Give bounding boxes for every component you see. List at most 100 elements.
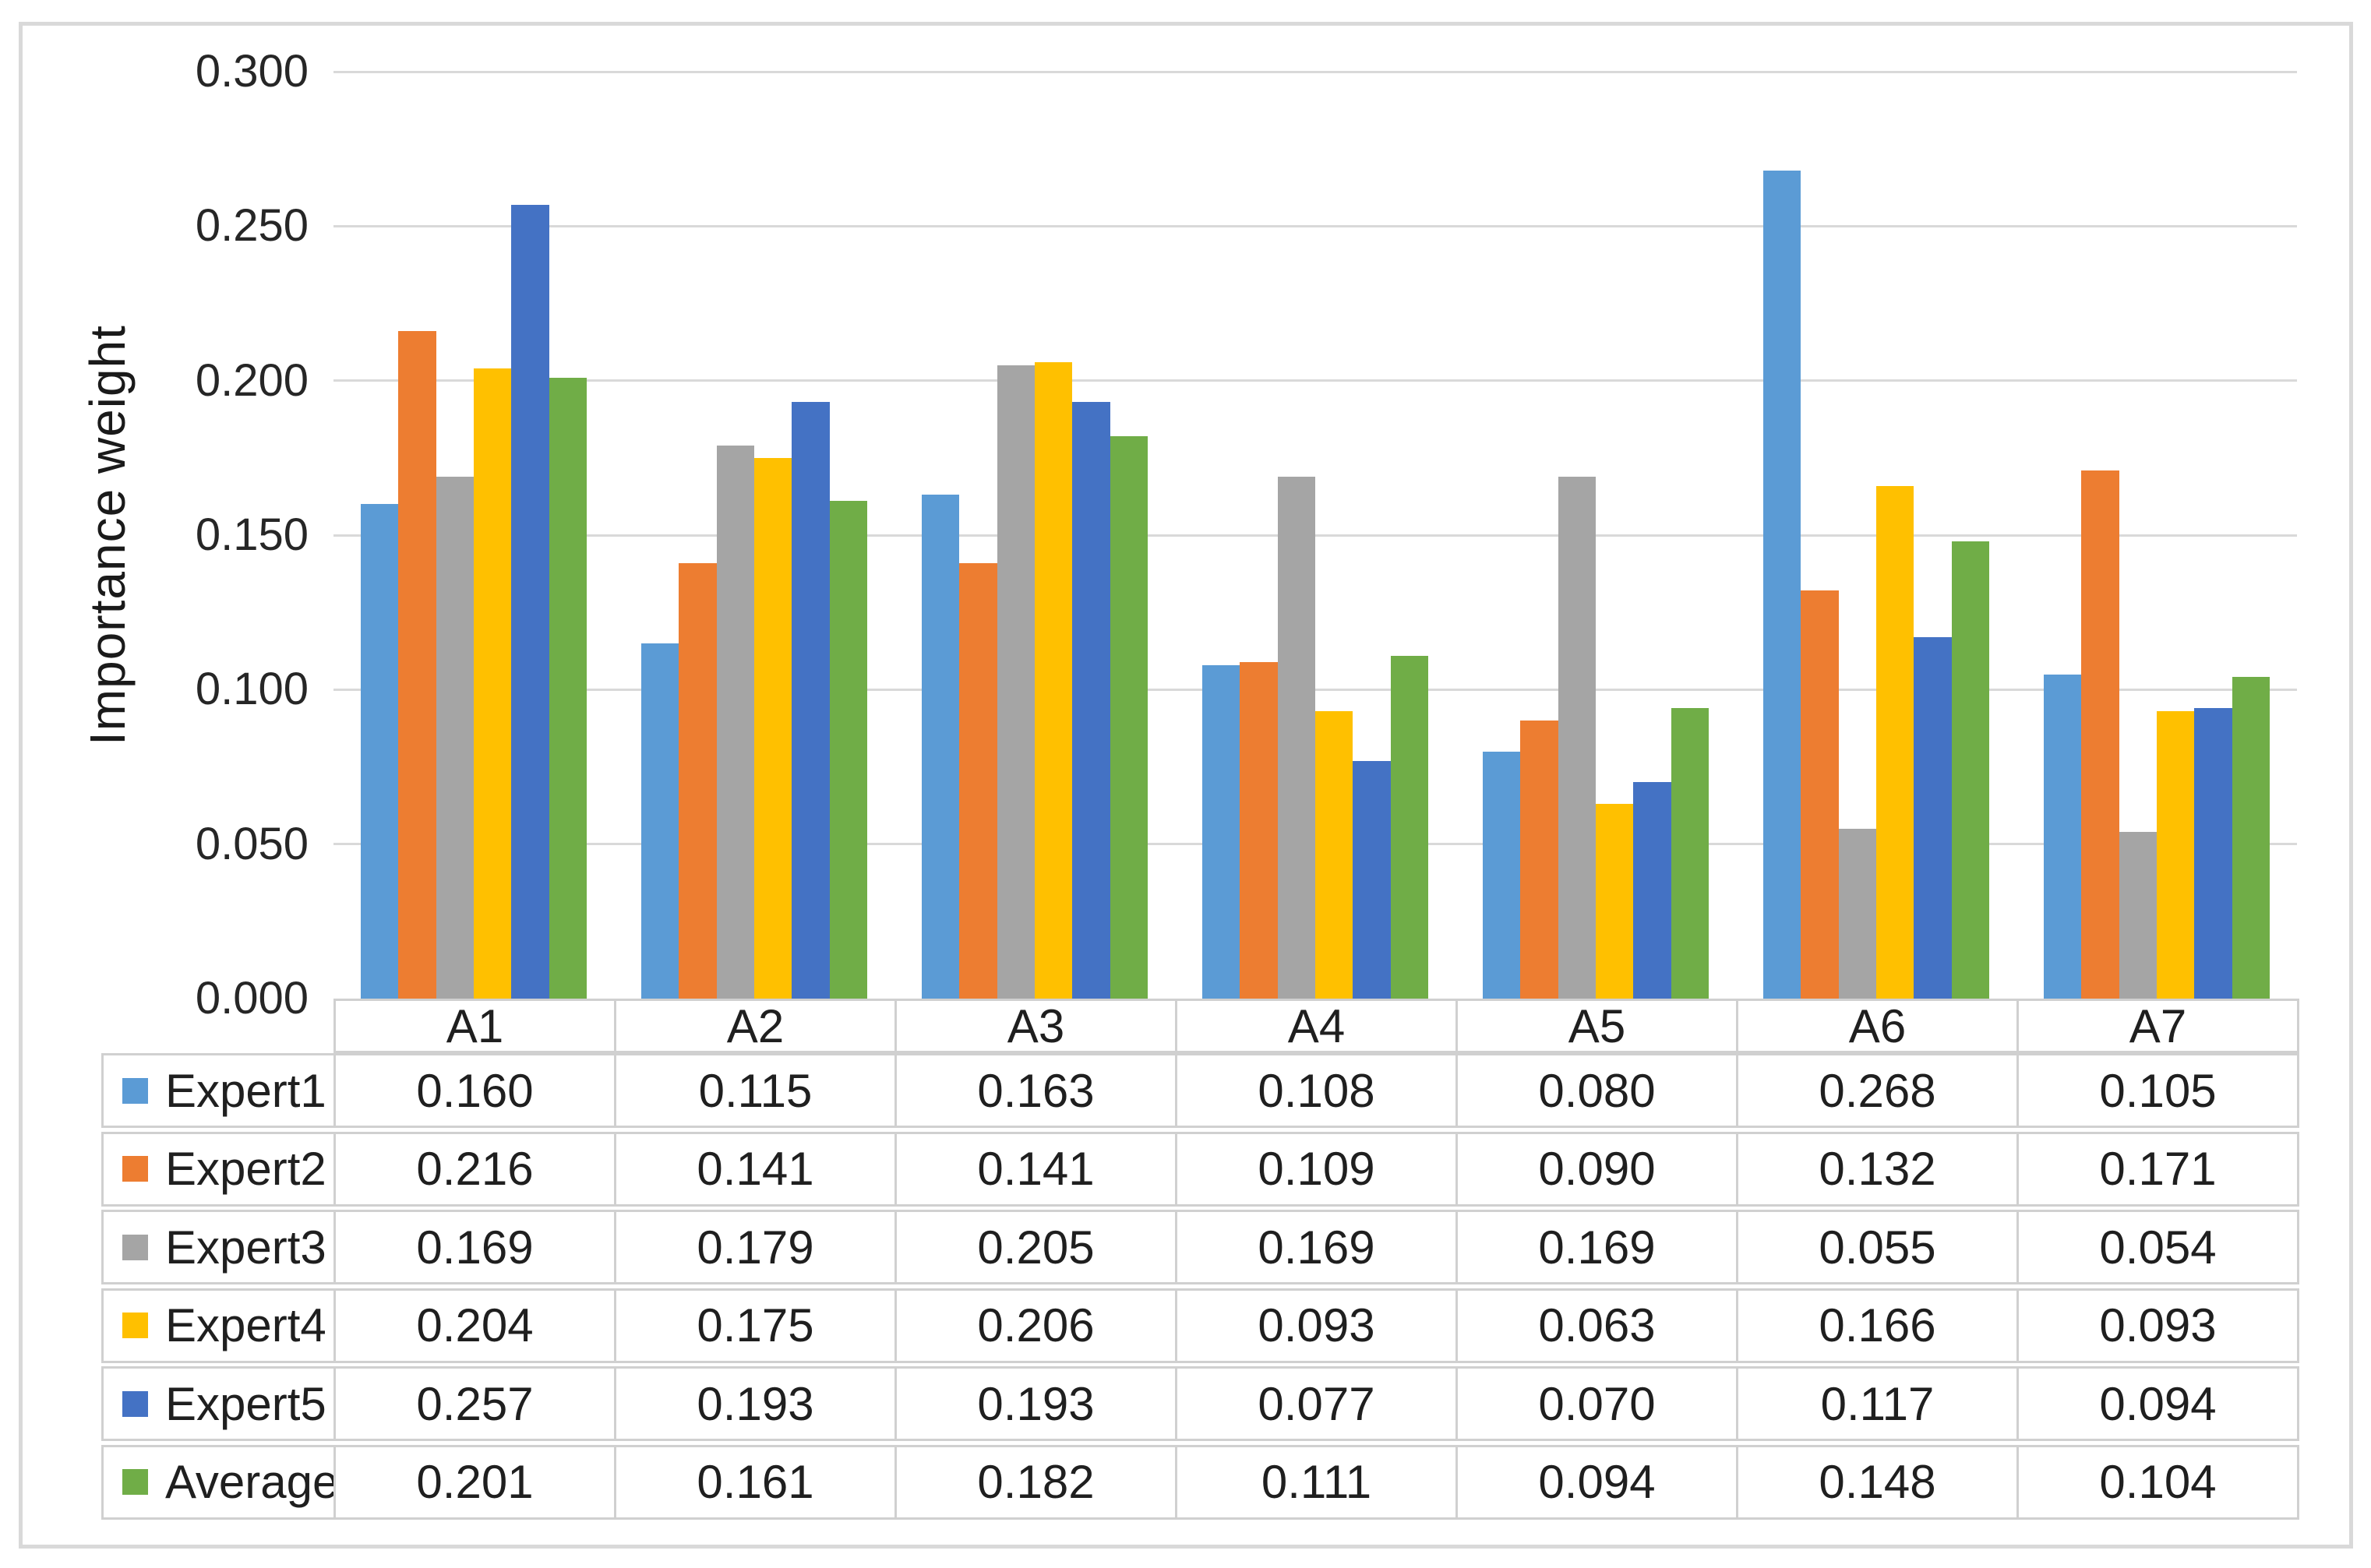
- table-value-cell: 0.201: [333, 1446, 614, 1517]
- table-value-cell: 0.161: [614, 1446, 894, 1517]
- bar-Expert5-A2: [792, 402, 830, 999]
- table-value-cell: 0.090: [1455, 1133, 1736, 1204]
- bar-Expert1-A6: [1763, 170, 1801, 999]
- table-value-cell: 0.132: [1736, 1133, 2016, 1204]
- legend-swatch-Expert4: [122, 1313, 148, 1338]
- bar-Expert5-A3: [1072, 402, 1110, 999]
- table-value-cell: 0.268: [1736, 1055, 2016, 1126]
- gridline: [333, 224, 2297, 227]
- bar-Expert4-A1: [474, 368, 512, 999]
- table-value-cell: 0.115: [614, 1055, 894, 1126]
- table-value-cell: 0.141: [614, 1133, 894, 1204]
- table-value-cell: 0.109: [1175, 1133, 1455, 1204]
- bar-Expert4-A4: [1315, 711, 1353, 999]
- legend-cell-Expert5: Expert5: [101, 1369, 333, 1439]
- legend-cell-Expert3: Expert3: [101, 1212, 333, 1282]
- table-value-cell: 0.206: [894, 1290, 1175, 1361]
- legend-swatch-Expert1: [122, 1077, 148, 1104]
- bar-Expert5-A4: [1353, 760, 1391, 999]
- bar-Average-A7: [2232, 677, 2270, 999]
- bar-Expert2-A1: [398, 331, 436, 999]
- bar-Expert3-A4: [1277, 476, 1315, 999]
- table-value-cell: 0.160: [333, 1055, 614, 1126]
- table-row: Expert4 0.204 0.175 0.206 0.093 0.063 0.166 0.0…: [101, 1288, 2299, 1363]
- table-value-cell: 0.204: [333, 1290, 614, 1361]
- table-header-cell: A4: [1175, 1001, 1455, 1051]
- table-value-cell: 0.080: [1455, 1055, 1736, 1126]
- bar-Expert3-A5: [1558, 476, 1596, 999]
- table-row: Average 0.201 0.161 0.182 0.111 0.094 0.148 0.1…: [101, 1444, 2299, 1520]
- table-value-cell: 0.182: [894, 1446, 1175, 1517]
- bar-Average-A5: [1671, 708, 1709, 999]
- table-value-cell: 0.175: [614, 1290, 894, 1361]
- table-header-cell: A6: [1736, 1001, 2016, 1051]
- legend-swatch-Average: [122, 1469, 148, 1495]
- bar-Average-A6: [1951, 541, 1989, 999]
- table-value-cell: 0.104: [2016, 1446, 2297, 1517]
- legend-swatch-Expert3: [122, 1234, 148, 1260]
- bar-Expert1-A2: [641, 643, 679, 999]
- table-row: Expert5 0.257 0.193 0.193 0.077 0.070 0.117 0.0…: [101, 1366, 2299, 1441]
- table-header-cell: A7: [2016, 1001, 2297, 1051]
- table-value-cell: 0.063: [1455, 1290, 1736, 1361]
- table-value-cell: 0.169: [1455, 1212, 1736, 1282]
- table-value-cell: 0.094: [1455, 1446, 1736, 1517]
- bar-Expert2-A7: [2081, 470, 2119, 999]
- table-value-cell: 0.111: [1175, 1446, 1455, 1517]
- bar-Average-A4: [1390, 655, 1428, 999]
- table-value-cell: 0.077: [1175, 1369, 1455, 1439]
- gridline: [333, 70, 2297, 73]
- table-value-cell: 0.216: [333, 1133, 614, 1204]
- bar-Average-A1: [549, 377, 587, 999]
- table-value-cell: 0.169: [333, 1212, 614, 1282]
- table-value-cell: 0.179: [614, 1212, 894, 1282]
- table-value-cell: 0.141: [894, 1133, 1175, 1204]
- bar-Expert1-A5: [1483, 751, 1521, 999]
- table-row: Expert1 0.160 0.115 0.163 0.108 0.080 0.268 0.1…: [101, 1053, 2299, 1128]
- table-header-row: A1 A2 A3 A4 A5 A6 A7: [333, 999, 2299, 1053]
- legend-cell-Expert2: Expert2: [101, 1133, 333, 1204]
- y-tick-label: 0.300: [195, 46, 309, 97]
- bar-Expert3-A6: [1838, 828, 1876, 999]
- legend-label: Expert3: [165, 1221, 326, 1274]
- legend-swatch-Expert2: [122, 1156, 148, 1182]
- bar-Expert2-A2: [679, 562, 717, 999]
- gridline: [333, 534, 2297, 537]
- y-tick-label: 0.100: [195, 664, 309, 715]
- bar-Expert1-A1: [361, 504, 399, 999]
- bar-Expert3-A1: [436, 476, 474, 999]
- y-tick-label: 0.000: [195, 973, 309, 1024]
- table-value-cell: 0.171: [2016, 1133, 2297, 1204]
- bar-Expert2-A3: [959, 562, 997, 999]
- gridline: [333, 379, 2297, 382]
- bar-Average-A2: [829, 501, 867, 999]
- bar-Expert4-A3: [1035, 361, 1073, 999]
- legend-label: Expert2: [165, 1143, 326, 1195]
- table-value-cell: 0.093: [1175, 1290, 1455, 1361]
- table-header-cell: A3: [894, 1001, 1175, 1051]
- table-row: Expert2 0.216 0.141 0.141 0.109 0.090 0.132 0.1…: [101, 1131, 2299, 1207]
- gridline: [333, 688, 2297, 691]
- bar-Expert4-A6: [1876, 485, 1914, 999]
- table-value-cell: 0.070: [1455, 1369, 1736, 1439]
- bar-Expert5-A7: [2194, 708, 2232, 999]
- table-row: Expert3 0.169 0.179 0.205 0.169 0.169 0.055 0.0…: [101, 1210, 2299, 1284]
- bar-Expert1-A3: [922, 495, 960, 999]
- legend-label: Average: [165, 1456, 333, 1508]
- bar-Expert4-A2: [754, 457, 792, 999]
- table-value-cell: 0.094: [2016, 1369, 2297, 1439]
- y-tick-label: 0.250: [195, 200, 309, 252]
- bar-Expert3-A7: [2119, 831, 2157, 999]
- table-value-cell: 0.205: [894, 1212, 1175, 1282]
- bar-Expert2-A5: [1520, 721, 1558, 999]
- table-header-cell: A5: [1455, 1001, 1736, 1051]
- table-value-cell: 0.148: [1736, 1446, 2016, 1517]
- table-value-cell: 0.169: [1175, 1212, 1455, 1282]
- legend-cell-Expert4: Expert4: [101, 1290, 333, 1361]
- bar-Average-A3: [1110, 436, 1148, 999]
- table-header-cell: A2: [614, 1001, 894, 1051]
- y-tick-label: 0.150: [195, 509, 309, 560]
